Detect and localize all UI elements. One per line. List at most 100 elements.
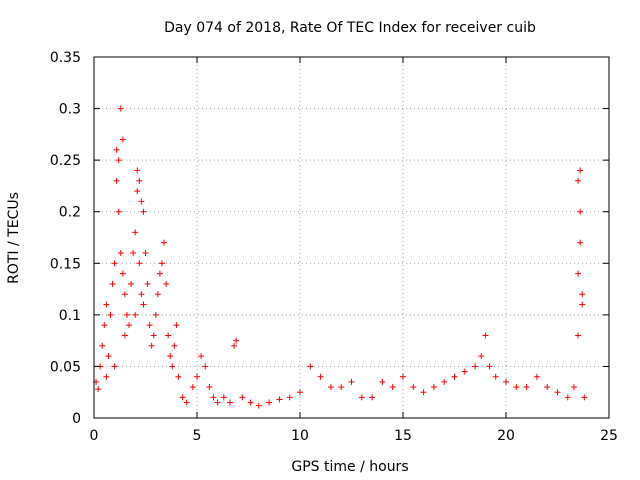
data-point (121, 332, 128, 339)
data-point (126, 322, 133, 329)
data-point (103, 373, 110, 380)
y-tick-label: 0.15 (50, 256, 81, 272)
plot-border (93, 56, 610, 419)
data-point (109, 280, 116, 287)
data-point (231, 342, 238, 349)
data-point (369, 394, 376, 401)
data-point (107, 311, 114, 318)
x-tick-label: 10 (291, 428, 309, 444)
data-point (486, 363, 493, 370)
data-point (577, 239, 584, 246)
data-point (111, 363, 118, 370)
data-point (564, 394, 571, 401)
data-point (152, 311, 159, 318)
data-point (441, 378, 448, 385)
data-point (140, 301, 147, 308)
data-point (95, 386, 102, 393)
data-point (119, 270, 126, 277)
x-tick-label: 25 (600, 428, 618, 444)
data-point (156, 270, 163, 277)
data-point (194, 373, 200, 380)
plot-frame (93, 56, 610, 419)
data-point (482, 332, 489, 339)
data-point (400, 373, 406, 380)
data-point (358, 394, 365, 401)
data-point (220, 394, 227, 401)
data-point (523, 384, 530, 391)
data-point (179, 394, 186, 401)
x-tick-label: 0 (90, 428, 99, 444)
y-tick-label: 0.05 (50, 359, 81, 375)
y-tick-label: 0.25 (50, 153, 81, 169)
data-point (307, 363, 314, 370)
data-point (165, 332, 172, 339)
data-point (171, 342, 178, 349)
x-tick-label: 5 (193, 428, 202, 444)
data-point (183, 399, 190, 406)
data-point (163, 280, 170, 287)
y-tick-label: 0.2 (59, 205, 81, 221)
data-point (142, 249, 149, 256)
data-point (570, 384, 577, 391)
data-point (226, 399, 233, 406)
data-point (123, 311, 130, 318)
data-point (247, 399, 254, 406)
data-point (461, 368, 468, 375)
data-point (119, 136, 126, 143)
data-point (134, 188, 141, 195)
data-point (99, 342, 106, 349)
data-point (233, 337, 240, 344)
data-point (577, 167, 584, 174)
y-tick-label: 0.35 (50, 50, 81, 66)
data-point (327, 384, 334, 391)
data-point (134, 167, 141, 174)
data-point (198, 353, 205, 360)
data-point (144, 280, 151, 287)
data-point (154, 291, 161, 298)
data-point (167, 353, 174, 360)
data-point (338, 384, 345, 391)
data-point (161, 239, 168, 246)
data-point (544, 384, 551, 391)
data-point (210, 394, 217, 401)
data-point (575, 332, 582, 339)
data-point (136, 177, 143, 184)
data-point (128, 280, 135, 287)
data-point (111, 260, 118, 267)
data-point (266, 399, 273, 406)
data-point (113, 177, 120, 184)
x-tick-label: 15 (394, 428, 412, 444)
data-point (150, 332, 157, 339)
data-point (138, 198, 145, 205)
data-point (581, 394, 588, 401)
data-point (214, 399, 221, 406)
data-point (130, 249, 137, 256)
data-points (93, 105, 588, 409)
data-point (533, 373, 540, 380)
data-point (379, 378, 386, 385)
data-point (579, 301, 586, 308)
y-tick-label: 0 (72, 411, 81, 427)
data-point (451, 373, 458, 380)
data-point (286, 394, 293, 401)
data-point (575, 270, 582, 277)
data-point (132, 229, 139, 236)
data-point (169, 363, 176, 370)
data-point (117, 105, 124, 112)
data-point (472, 363, 479, 370)
data-point (389, 384, 396, 391)
data-point (554, 389, 561, 396)
data-point (113, 146, 120, 153)
data-point (420, 389, 427, 396)
data-point (410, 384, 417, 391)
data-point (317, 373, 324, 380)
data-point (115, 157, 122, 164)
data-point (297, 389, 303, 396)
data-point (175, 373, 182, 380)
data-point (202, 363, 209, 370)
data-point (132, 311, 139, 318)
data-point (121, 291, 128, 298)
chart-title: Day 074 of 2018, Rate Of TEC Index for r… (164, 20, 536, 36)
data-point (158, 260, 165, 267)
